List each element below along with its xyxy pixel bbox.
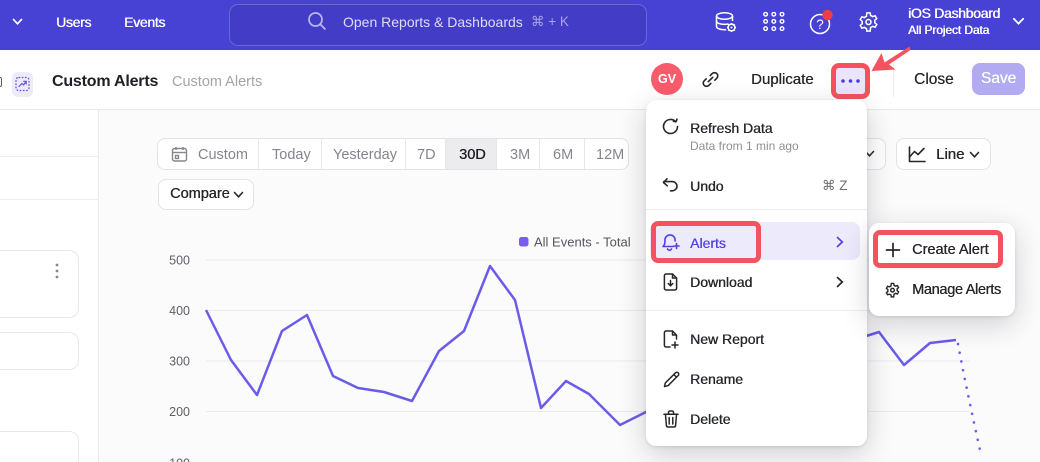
svg-text:500: 500: [169, 254, 190, 268]
svg-text:200: 200: [169, 405, 190, 419]
svg-text:?: ?: [816, 17, 824, 32]
svg-text:300: 300: [169, 355, 190, 369]
svg-text:All Events - Total: All Events - Total: [534, 235, 631, 250]
svg-text:400: 400: [169, 304, 190, 318]
svg-text:100: 100: [169, 457, 190, 462]
